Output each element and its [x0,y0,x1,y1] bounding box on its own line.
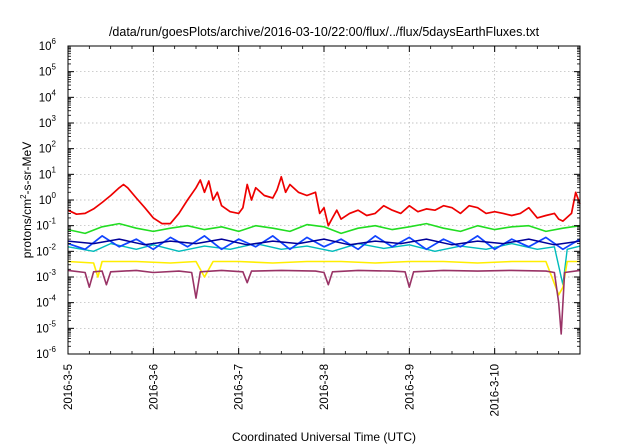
y-tick-base: 10 [39,92,52,104]
x-tick-labels: 2016-3-5 2016-3-6 2016-3-7 2016-3-8 2016-3-9… [63,364,502,416]
y-tick-label: 104 [39,88,57,104]
y-tick-label: 10-5 [36,319,56,335]
y-tick-exponent: 6 [52,37,57,46]
y-tick-exponent: 0 [52,191,57,200]
y-tick-base: 10 [39,144,52,156]
y-tick-exponent: 3 [52,114,57,123]
y-tick-base: 10 [39,118,52,130]
axis-ticks [67,45,580,355]
y-tick-label: 10-1 [36,217,56,233]
y-tick-exponent: 1 [52,165,57,174]
y-tick-base: 10 [36,298,49,310]
x-axis-label: Coordinated Universal Time (UTC) [232,430,416,444]
y-tick-label: 10-2 [36,242,56,258]
y-tick-exponent: -5 [49,319,57,328]
y-tick-label: 100 [39,191,57,207]
y-tick-base: 10 [36,221,49,233]
y-tick-label: 105 [39,63,57,79]
series-line-7 [67,269,581,335]
y-tick-label: 10-6 [36,345,56,361]
y-tick-label: 101 [39,165,57,181]
y-tick-label: 10-4 [36,294,56,310]
y-axis-label-main: protons/cm [20,199,34,258]
y-axis-label-units: -s-sr-MeV [20,142,34,195]
y-tick-base: 10 [39,195,52,207]
y-tick-labels: 10610510410310210110010-110-210-310-410-… [36,37,56,361]
y-tick-base: 10 [36,323,49,335]
x-tick-label: 2016-3-6 [148,364,160,410]
y-tick-base: 10 [36,272,49,284]
y-tick-exponent: 2 [52,140,57,149]
y-tick-base: 10 [39,41,52,53]
y-tick-exponent: 4 [52,88,57,97]
y-tick-exponent: -6 [49,345,57,354]
data-series [67,175,581,335]
series-line-4 [67,235,581,251]
y-tick-base: 10 [39,67,52,79]
y-tick-exponent: -4 [49,294,57,303]
x-tick-label: 2016-3-5 [63,364,75,410]
y-axis-label-superscript: 2 [19,194,28,199]
y-tick-label: 106 [39,37,57,53]
series-line-6 [67,260,580,296]
series-line-5 [67,238,581,246]
y-tick-base: 10 [39,169,52,181]
y-tick-exponent: -3 [49,268,57,277]
y-axis-label: protons/cm2-s-sr-MeV [19,142,34,258]
y-tick-base: 10 [36,349,49,361]
series-line-1 [67,175,581,227]
y-tick-label: 102 [39,140,57,156]
y-tick-base: 10 [36,246,49,258]
y-tick-exponent: -2 [49,242,57,251]
y-tick-label: 10-3 [36,268,56,284]
series-line-2 [67,222,581,235]
x-tick-label: 2016-3-10 [490,364,502,416]
x-tick-label: 2016-3-9 [404,364,416,410]
y-tick-exponent: -1 [49,217,57,226]
grid [68,46,580,354]
series-line-3 [67,242,581,286]
y-tick-label: 103 [39,114,57,130]
x-tick-label: 2016-3-7 [234,364,246,410]
y-tick-exponent: 5 [52,63,57,72]
chart-title: /data/run/goesPlots/archive/2016-03-10/2… [109,25,540,39]
x-tick-label: 2016-3-8 [319,364,331,410]
